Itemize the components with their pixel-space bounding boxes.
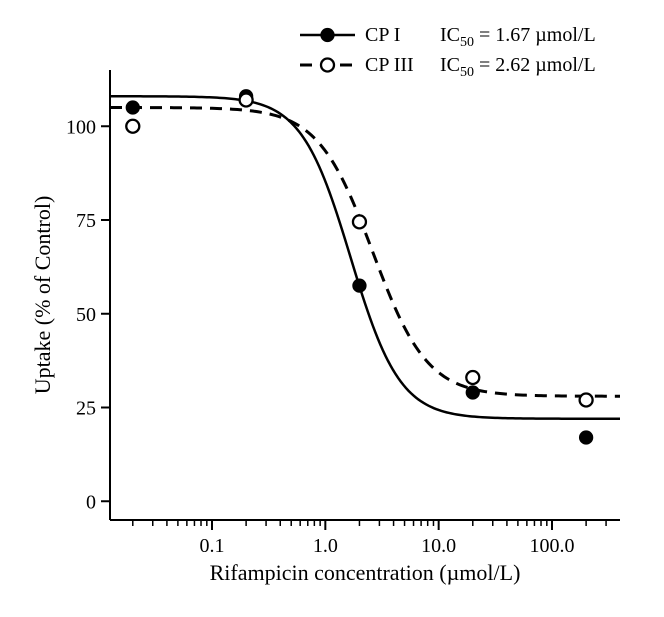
legend-marker-1 [321, 59, 334, 72]
chart-bg [0, 0, 664, 617]
data-point-0 [580, 432, 592, 444]
x-tick-label: 1.0 [313, 535, 338, 557]
legend-name-0: CP I [365, 24, 400, 46]
legend-name-1: CP III [365, 54, 414, 76]
data-point-1 [353, 215, 366, 228]
data-point-0 [467, 387, 479, 399]
x-axis-title: Rifampicin concentration (µmol/L) [210, 560, 521, 585]
y-tick-label: 0 [86, 491, 96, 513]
x-tick-label: 10.0 [421, 535, 456, 557]
dose-response-chart: 0 25 50 75 100 0.1 1.0 10.0 100.0 Rifampicin conc… [0, 0, 664, 617]
data-point-1 [240, 94, 253, 107]
data-point-1 [466, 371, 479, 384]
y-tick-label: 25 [76, 398, 96, 420]
x-tick-label: 0.1 [200, 535, 225, 557]
data-point-0 [127, 102, 139, 114]
x-tick-label: 100.0 [530, 535, 575, 557]
y-axis-title: Uptake (% of Control) [30, 196, 55, 395]
data-point-0 [353, 280, 365, 292]
legend-marker-0 [322, 29, 334, 41]
chart-container: 0 25 50 75 100 0.1 1.0 10.0 100.0 Rifampicin conc… [0, 0, 664, 617]
y-tick-label: 50 [76, 304, 96, 326]
data-point-1 [580, 394, 593, 407]
y-tick-label: 100 [66, 116, 96, 138]
data-point-1 [126, 120, 139, 133]
y-tick-label: 75 [76, 210, 96, 232]
